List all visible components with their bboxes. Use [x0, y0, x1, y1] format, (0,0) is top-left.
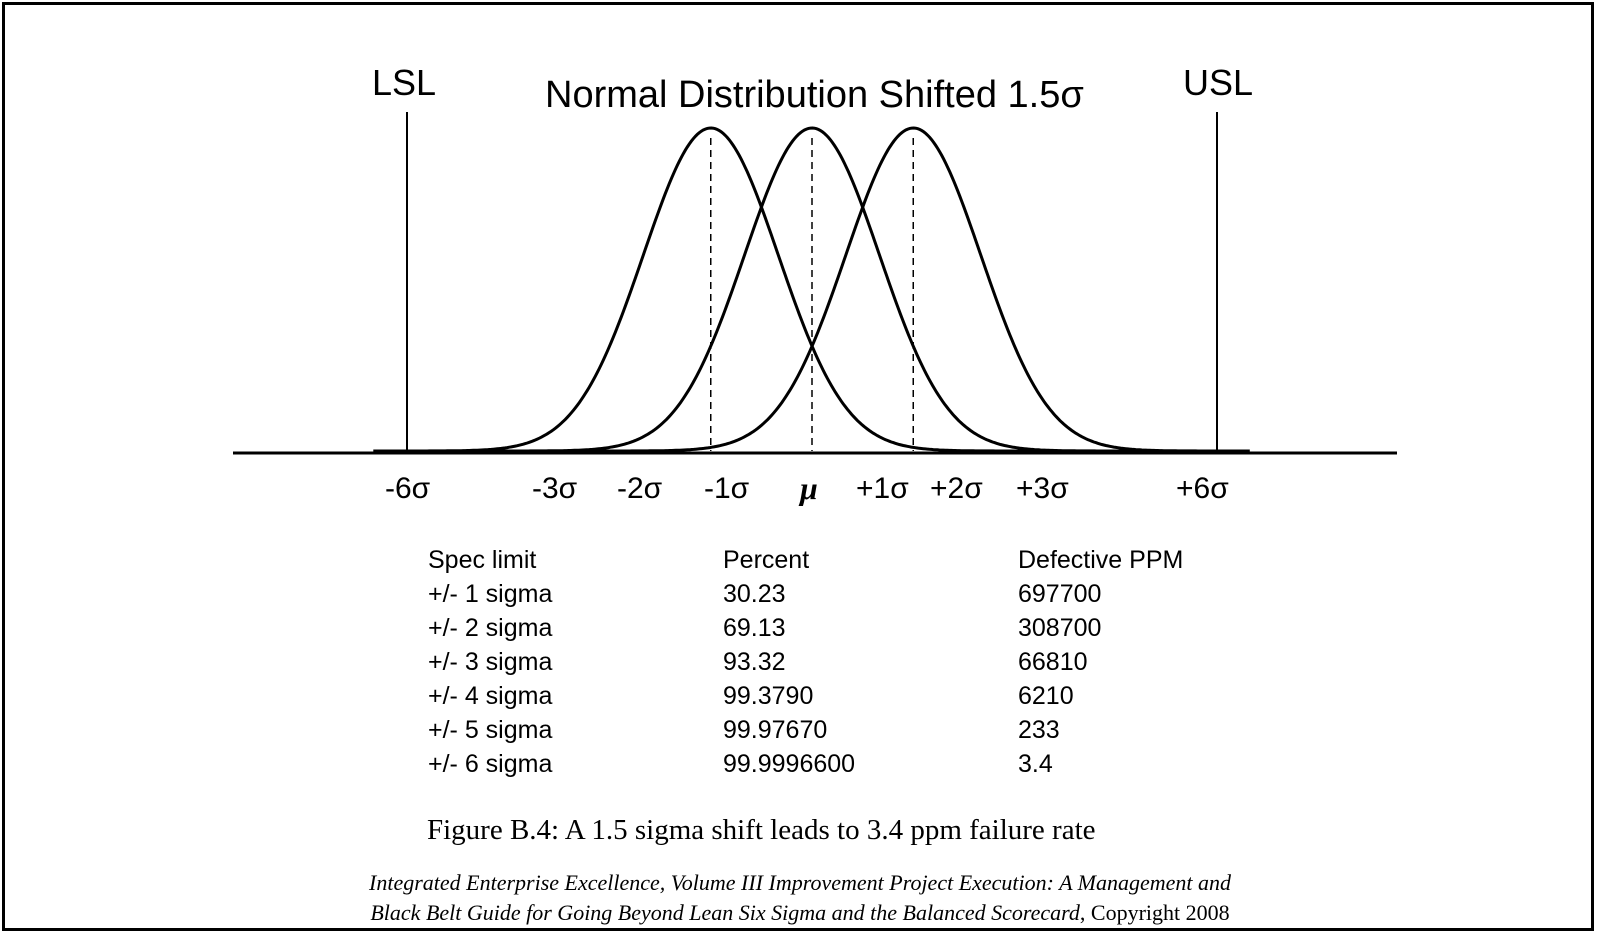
table-cell-defective-ppm: 3.4 — [1018, 750, 1053, 778]
usl-label: USL — [1183, 62, 1254, 103]
table-header-defective-ppm: Defective PPM — [1018, 546, 1184, 574]
table-cell-defective-ppm: 308700 — [1018, 614, 1102, 642]
tick-label-mu: μ — [800, 470, 818, 506]
normal-curve-shifted-right — [575, 126, 1250, 453]
mean-lines — [710, 138, 914, 451]
table-cell-defective-ppm: 697700 — [1018, 580, 1102, 608]
citation: Integrated Enterprise Excellence, Volume… — [0, 868, 1600, 928]
chart-title: Normal Distribution Shifted 1.5σ — [545, 74, 1084, 116]
tick-label-minus-2-sigma: -2σ — [617, 472, 663, 505]
table-cell-percent: 93.32 — [723, 648, 786, 676]
table-cell-percent: 99.3790 — [723, 682, 814, 710]
tick-label-plus-1-sigma: +1σ — [856, 472, 909, 505]
citation-copyright: , Copyright 2008 — [1079, 900, 1230, 925]
table-cell-percent: 99.9996600 — [723, 750, 856, 778]
lsl-label: LSL — [372, 62, 437, 103]
table-header-percent: Percent — [723, 546, 810, 574]
table-cell-spec-limit: +/- 5 sigma — [428, 716, 553, 744]
figure-caption: Figure B.4: A 1.5 sigma shift leads to 3… — [427, 814, 1096, 846]
tick-label-minus-3-sigma: -3σ — [532, 472, 578, 505]
table-cell-percent: 69.13 — [723, 614, 786, 642]
table-cell-spec-limit: +/- 4 sigma — [428, 682, 553, 710]
citation-line-1: Integrated Enterprise Excellence, Volume… — [369, 870, 1231, 895]
table-header-spec-limit: Spec limit — [428, 546, 537, 574]
tick-label-plus-2-sigma: +2σ — [930, 472, 983, 505]
table-cell-spec-limit: +/- 3 sigma — [428, 648, 553, 676]
table-cell-defective-ppm: 233 — [1018, 716, 1060, 744]
table-cell-percent: 99.97670 — [723, 716, 828, 744]
citation-line-2-title: Black Belt Guide for Going Beyond Lean S… — [370, 900, 1080, 925]
distribution-curves — [373, 126, 1250, 453]
table-cell-defective-ppm: 66810 — [1018, 648, 1088, 676]
tick-label-plus-6-sigma: +6σ — [1176, 472, 1229, 505]
tick-label-minus-1-sigma: -1σ — [704, 472, 750, 505]
table-cell-spec-limit: +/- 1 sigma — [428, 580, 553, 608]
table-cell-spec-limit: +/- 2 sigma — [428, 614, 553, 642]
tick-label-plus-3-sigma: +3σ — [1016, 472, 1069, 505]
tick-label-minus-6-sigma: -6σ — [385, 472, 431, 505]
table-cell-spec-limit: +/- 6 sigma — [428, 750, 553, 778]
table-cell-defective-ppm: 6210 — [1018, 682, 1074, 710]
table-cell-percent: 30.23 — [723, 580, 786, 608]
